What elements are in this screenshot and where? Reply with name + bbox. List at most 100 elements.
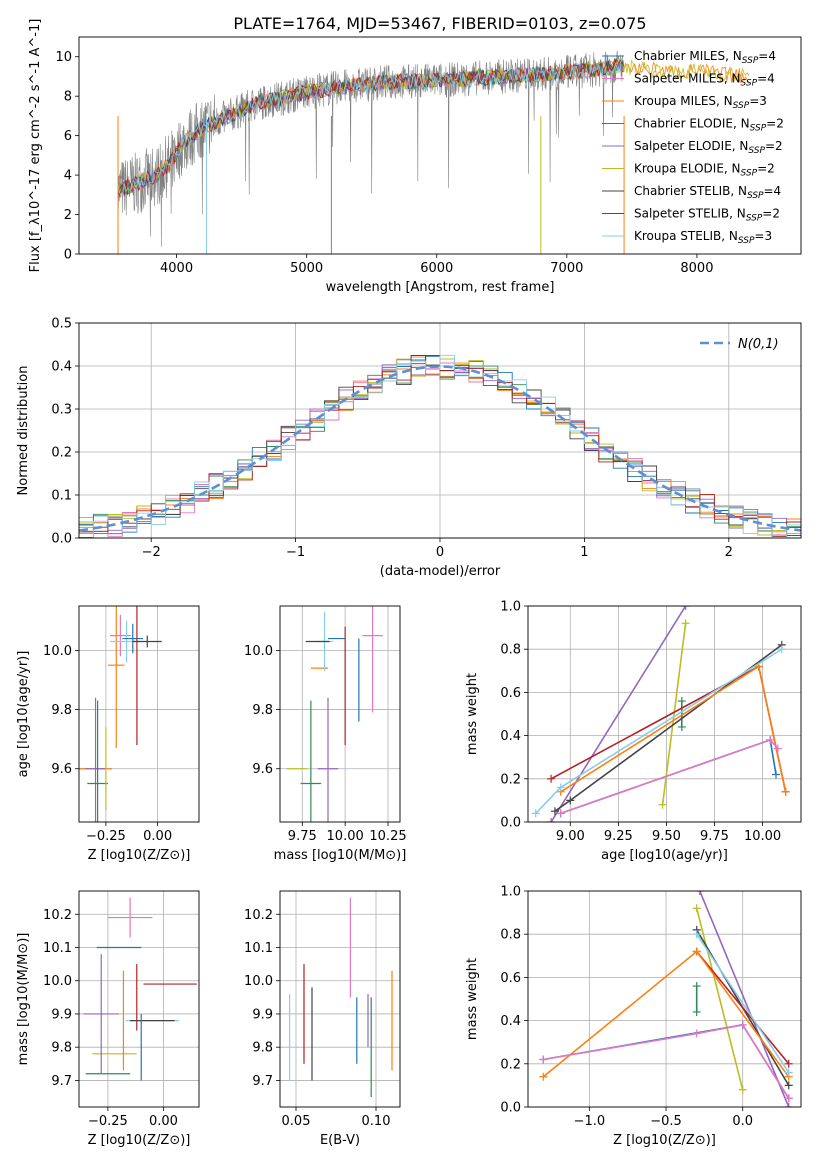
y-axis-label: mass [log10(M/M⊙)]	[16, 933, 31, 1066]
y-tick-label: 9.8	[252, 1041, 273, 1056]
y-tick-label: 10.0	[244, 644, 273, 659]
y-tick-label: 10.0	[43, 974, 72, 989]
y-tick-label: 9.6	[51, 762, 72, 777]
y-tick-label: 9.7	[51, 1074, 72, 1089]
plus-marker	[738, 1020, 747, 1029]
legend-label: Kroupa MILES, NSSP=3	[634, 94, 767, 111]
panel-data-weight-vs-Z	[539, 891, 793, 1107]
x-tick-label: −0.5	[650, 1114, 682, 1129]
errorbar-point	[107, 897, 153, 938]
x-axis-label: Z [log10(Z/Z⊙)]	[88, 848, 191, 863]
plus-marker	[784, 1059, 793, 1068]
legend-subscript: SSP	[750, 124, 767, 134]
x-tick-label: 0.0	[732, 1114, 753, 1129]
legend-subscript: SSP	[741, 79, 758, 89]
residual-histogram	[92, 354, 801, 538]
errorbar-point	[132, 635, 162, 648]
legend-label: Chabrier STELIB, NSSP=4	[634, 184, 781, 201]
weight-line	[699, 891, 790, 1107]
errorbar-point	[107, 606, 125, 749]
axes-frame	[78, 890, 200, 1108]
panel-residuals: N(0,1) −2 −1 0 1 2 0.0 0.1 0.2 0.3 0.4 0.5 (data-mod…	[16, 317, 802, 579]
normal-curve	[79, 365, 801, 532]
x-axis-label: mass [log10(M/M⊙)]	[274, 848, 407, 863]
y-tick-label: 0.8	[500, 928, 521, 943]
plus-marker	[658, 800, 667, 809]
y-tick-label: 0.2	[51, 446, 72, 461]
legend-label: Salpeter STELIB, NSSP=2	[634, 207, 780, 224]
legend-text: =2	[762, 207, 780, 221]
legend-text: =2	[757, 162, 775, 176]
axes-frame	[78, 36, 802, 255]
panel-mass-vs-Z: −0.25 0.00 9.7 9.8 9.9 10.0 10.1 10.2 Z [log10(Z…	[16, 890, 200, 1148]
axes-frame	[527, 605, 802, 823]
x-tick-label: 0.10	[362, 1114, 391, 1129]
plus-marker	[695, 891, 704, 895]
weight-line	[696, 933, 790, 1073]
y-tick-label: 9.8	[51, 1041, 72, 1056]
plus-marker	[539, 1072, 548, 1081]
y-tick-label: 9.8	[252, 703, 273, 718]
x-tick-label: −1	[286, 545, 305, 560]
legend-text: Kroupa MILES, N	[634, 94, 733, 108]
residual-histogram	[79, 359, 788, 538]
x-tick-label: −1.0	[574, 1114, 606, 1129]
x-tick-label: 10.00	[744, 829, 781, 844]
plus-marker	[692, 982, 701, 991]
y-tick-label: 9.9	[51, 1007, 72, 1022]
x-tick-label: 10.25	[369, 829, 406, 844]
y-tick-label: 0.8	[500, 643, 521, 658]
y-tick-label: 9.8	[51, 703, 72, 718]
errorbar-point	[110, 614, 131, 657]
plus-marker	[772, 770, 781, 779]
y-axis-label: Flux [f_λ10^-17 erg cm^-2 s^-1 A^-1]	[28, 19, 43, 273]
legend-text: =3	[754, 229, 772, 243]
legend-text: =4	[764, 184, 782, 198]
y-tick-label: 10.2	[43, 908, 72, 923]
y-tick-label: 0.2	[500, 1057, 521, 1072]
x-tick-label: 10.00	[327, 829, 364, 844]
errorbar-point	[362, 606, 383, 713]
plus-marker	[784, 1068, 793, 1077]
legend-text: =2	[766, 117, 784, 131]
legend-subscript: SSP	[738, 236, 755, 246]
x-tick-label: −0.25	[88, 1114, 128, 1129]
weight-line	[560, 665, 787, 793]
axes-frame	[279, 605, 401, 823]
y-axis-label: mass weight	[465, 958, 480, 1040]
errorbar-point	[85, 697, 106, 822]
legend-label: Salpeter ELODIE, NSSP=2	[634, 139, 783, 156]
y-tick-label: 10.0	[244, 974, 273, 989]
x-tick-label: 7000	[550, 261, 583, 276]
y-tick-label: 10	[55, 50, 72, 65]
y-tick-label: 0.2	[500, 772, 521, 787]
plus-marker	[692, 1007, 701, 1016]
x-tick-label: −0.25	[86, 829, 126, 844]
legend-subscript: SSP	[733, 101, 750, 111]
x-tick-label: 9.75	[288, 829, 317, 844]
plus-marker	[681, 619, 690, 628]
plus-marker	[692, 930, 701, 939]
legend-subscript: SSP	[741, 169, 758, 179]
y-tick-label: 4	[64, 169, 72, 184]
x-tick-label: −2	[142, 545, 161, 560]
y-tick-label: 9.7	[252, 1074, 273, 1089]
plus-marker	[677, 697, 686, 706]
axes-frame	[279, 890, 401, 1108]
x-tick-label: 8000	[680, 261, 713, 276]
x-tick-label: 9.00	[556, 829, 585, 844]
y-tick-label: 1.0	[500, 885, 521, 900]
x-tick-label: 1	[580, 545, 588, 560]
legend-text: Kroupa ELODIE, N	[634, 162, 741, 176]
legend-label: Kroupa STELIB, NSSP=3	[634, 229, 772, 246]
legend-label: Salpeter MILES, NSSP=4	[634, 72, 775, 89]
plus-marker	[781, 787, 790, 796]
y-tick-label: 0.4	[500, 729, 521, 744]
y-axis-label: age [log10(age/yr)]	[16, 651, 31, 778]
model-fit-line	[117, 57, 625, 197]
legend-text: Chabrier MILES, N	[634, 49, 742, 63]
legend-subscript: SSP	[747, 191, 764, 201]
x-axis-label: (data-model)/error	[380, 564, 501, 579]
plus-marker	[784, 1103, 793, 1107]
